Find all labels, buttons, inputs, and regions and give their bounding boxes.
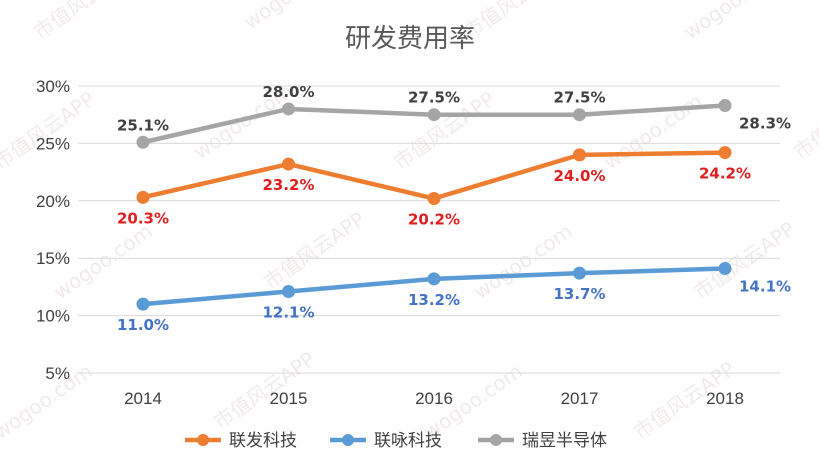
data-point — [573, 266, 586, 280]
x-tick-label: 2018 — [706, 389, 744, 408]
data-label: 28.0% — [262, 83, 314, 101]
chart-title: 研发费用率 — [345, 24, 475, 54]
x-tick-label: 2014 — [124, 389, 162, 408]
x-axis: 2014 2015 2016 2017 2018 — [124, 389, 744, 408]
data-point — [718, 146, 732, 160]
y-tick-label: 5% — [45, 364, 70, 383]
y-tick-label: 10% — [36, 307, 70, 326]
legend-swatch-marker — [197, 434, 209, 446]
series-line — [140, 150, 728, 201]
watermark-text: 市值风云APP — [259, 207, 369, 294]
watermark-text: 市值风云APP — [789, 77, 819, 164]
data-label: 28.3% — [739, 115, 791, 133]
y-tick-label: 20% — [36, 192, 70, 211]
legend-swatch-marker — [490, 434, 502, 446]
data-label: 24.2% — [699, 165, 751, 183]
data-point — [282, 284, 295, 298]
data-point — [282, 157, 295, 171]
watermark-text: 市值风云APP — [0, 87, 99, 174]
x-tick-label: 2017 — [561, 389, 599, 408]
data-label: 24.0% — [553, 167, 605, 185]
series-layer: 20.3% 23.2% 20.2% 24.0% 24.2% 11.0% 12.1% 13.2%… — [117, 83, 791, 334]
y-tick-label: 30% — [36, 77, 70, 96]
data-point — [718, 99, 732, 113]
legend-item: 联发科技 — [185, 431, 297, 451]
series-0: 20.3% 23.2% 20.2% 24.0% 24.2% — [117, 146, 751, 229]
legend-swatch-marker — [342, 434, 354, 446]
watermark-text: 市值风云APP — [29, 0, 139, 44]
data-point — [136, 135, 150, 149]
data-point — [282, 102, 295, 116]
data-label: 20.3% — [117, 209, 169, 227]
watermark-text: 市值风云APP — [459, 0, 569, 44]
data-label: 27.5% — [408, 89, 460, 107]
data-label: 25.1% — [117, 116, 169, 134]
data-point — [573, 148, 586, 162]
data-label: 23.2% — [262, 176, 314, 194]
data-label: 12.1% — [262, 303, 314, 321]
legend: 联发科技 联咏科技 瑞昱半导体 — [185, 431, 607, 451]
data-label: 11.0% — [117, 316, 169, 334]
watermark-text: wogoo.com — [679, 0, 787, 44]
series-1: 11.0% 12.1% 13.2% 13.7% 14.1% — [117, 262, 791, 334]
legend-item: 联咏科技 — [330, 431, 442, 451]
series-2: 25.1% 28.0% 27.5% 27.5% 28.3% — [117, 83, 791, 149]
data-point — [573, 108, 586, 122]
data-label: 27.5% — [553, 89, 605, 107]
legend-label: 联发科技 — [229, 431, 297, 451]
y-tick-label: 25% — [36, 134, 70, 153]
legend-label: 联咏科技 — [374, 431, 442, 451]
data-point — [136, 297, 150, 311]
data-point — [427, 272, 441, 286]
y-tick-label: 15% — [36, 249, 70, 268]
watermark-text: wogoo.com — [239, 0, 347, 34]
legend-item: 瑞昱半导体 — [478, 431, 607, 451]
data-label: 14.1% — [739, 278, 791, 296]
data-point — [718, 262, 732, 276]
y-axis: 5% 10% 15% 20% 25% 30% — [36, 77, 70, 383]
data-label: 20.2% — [408, 211, 460, 229]
x-tick-label: 2016 — [415, 389, 453, 408]
watermark-text: wogoo.com — [599, 89, 707, 174]
data-label: 13.7% — [553, 285, 605, 303]
legend-label: 瑞昱半导体 — [522, 431, 607, 451]
x-tick-label: 2015 — [270, 389, 308, 408]
data-label: 13.2% — [408, 291, 460, 309]
data-point — [427, 192, 441, 206]
data-point — [136, 190, 150, 204]
data-point — [427, 108, 441, 122]
